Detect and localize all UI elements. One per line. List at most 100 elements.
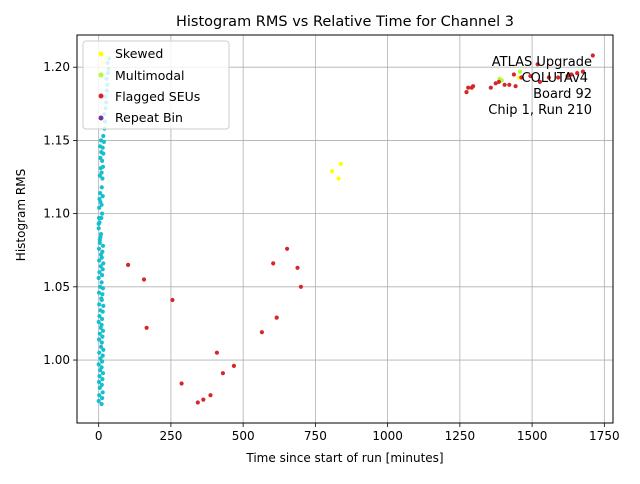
data-point — [97, 237, 102, 243]
legend-label-multimodal: Multimodal — [115, 68, 184, 83]
data-point — [100, 243, 106, 248]
data-point — [259, 330, 264, 335]
data-point — [100, 292, 105, 297]
data-point — [231, 363, 236, 368]
legend-marker-flagged-seus — [98, 93, 104, 99]
chart-title: Histogram RMS vs Relative Time for Chann… — [176, 14, 514, 30]
data-point — [97, 393, 102, 398]
x-tick-label: 1000 — [372, 429, 403, 443]
data-point — [471, 84, 476, 89]
data-point — [170, 297, 175, 303]
data-point — [126, 262, 131, 267]
data-point — [96, 290, 102, 295]
data-point — [98, 191, 103, 196]
legend-marker-multimodal — [98, 72, 104, 78]
plot-frame — [76, 34, 614, 424]
data-point — [100, 267, 105, 272]
data-point — [101, 303, 106, 308]
data-point — [100, 194, 105, 199]
data-point — [336, 176, 341, 181]
data-point — [565, 73, 570, 79]
data-point — [96, 379, 102, 385]
data-point — [100, 316, 105, 322]
data-point — [513, 84, 518, 89]
data-point — [99, 255, 104, 260]
data-point — [99, 322, 104, 327]
x-tick-label: 1500 — [517, 429, 548, 443]
data-point — [546, 75, 552, 80]
x-tick-label: 500 — [232, 429, 255, 443]
data-point — [98, 155, 103, 161]
data-point — [528, 73, 533, 79]
data-point — [97, 258, 102, 263]
data-point — [100, 377, 105, 382]
data-point — [99, 401, 104, 407]
x-tick-label: 1750 — [589, 429, 620, 443]
data-point — [201, 397, 206, 402]
annotation: ATLAS Upgrade COLUTAv4 Board 92 Chip 1, … — [488, 55, 592, 118]
data-point — [517, 69, 523, 74]
data-point — [101, 347, 106, 352]
data-point — [569, 72, 574, 77]
data-point — [556, 75, 561, 80]
data-point — [496, 79, 501, 84]
data-point — [99, 382, 104, 387]
data-point — [97, 350, 102, 355]
data-points — [96, 53, 595, 407]
x-tick-label: 0 — [95, 429, 103, 443]
data-point — [99, 340, 104, 345]
data-point — [98, 138, 104, 143]
data-point — [220, 371, 225, 376]
data-point — [208, 393, 213, 398]
data-point — [100, 390, 105, 395]
data-point — [100, 273, 105, 278]
data-point — [519, 75, 524, 80]
data-point — [97, 240, 102, 245]
data-point — [98, 199, 103, 204]
legend-label-flagged-seus: Flagged SEUs — [115, 89, 200, 104]
data-point — [97, 374, 102, 379]
data-point — [141, 277, 147, 282]
data-point — [195, 400, 200, 405]
data-point — [96, 226, 101, 231]
y-axis-label: Histogram RMS — [14, 169, 28, 261]
data-point — [96, 275, 101, 281]
x-axis-label: Time since start of run [minutes] — [245, 451, 443, 465]
data-point — [488, 85, 493, 90]
data-point — [97, 314, 102, 319]
data-point — [100, 176, 105, 181]
data-point — [96, 215, 102, 221]
data-point — [97, 331, 102, 336]
legend-marker-repeat-bin — [98, 115, 104, 121]
data-point — [502, 82, 507, 87]
data-point — [99, 280, 104, 285]
data-point — [100, 286, 106, 291]
y-tick-label: 1.15 — [43, 133, 70, 147]
data-point — [99, 185, 104, 190]
x-tick-label: 1250 — [445, 429, 476, 443]
data-point — [99, 150, 104, 155]
data-point — [271, 261, 276, 266]
data-point — [507, 82, 512, 87]
data-point — [98, 344, 104, 349]
data-point — [97, 385, 102, 390]
data-point — [330, 169, 335, 174]
data-point — [464, 90, 469, 95]
data-point — [96, 319, 101, 325]
data-point — [100, 371, 106, 376]
data-point — [100, 249, 105, 254]
data-point — [575, 71, 580, 76]
data-point — [98, 144, 103, 149]
data-point — [214, 350, 219, 355]
data-point — [97, 270, 102, 275]
grid — [77, 35, 613, 423]
annotation-line-3: Board 92 — [533, 87, 592, 102]
data-point — [100, 353, 105, 358]
data-point — [493, 81, 498, 86]
data-point — [98, 264, 103, 269]
data-point — [100, 211, 105, 216]
data-point — [179, 381, 184, 386]
legend-label-skewed: Skewed — [115, 46, 163, 61]
